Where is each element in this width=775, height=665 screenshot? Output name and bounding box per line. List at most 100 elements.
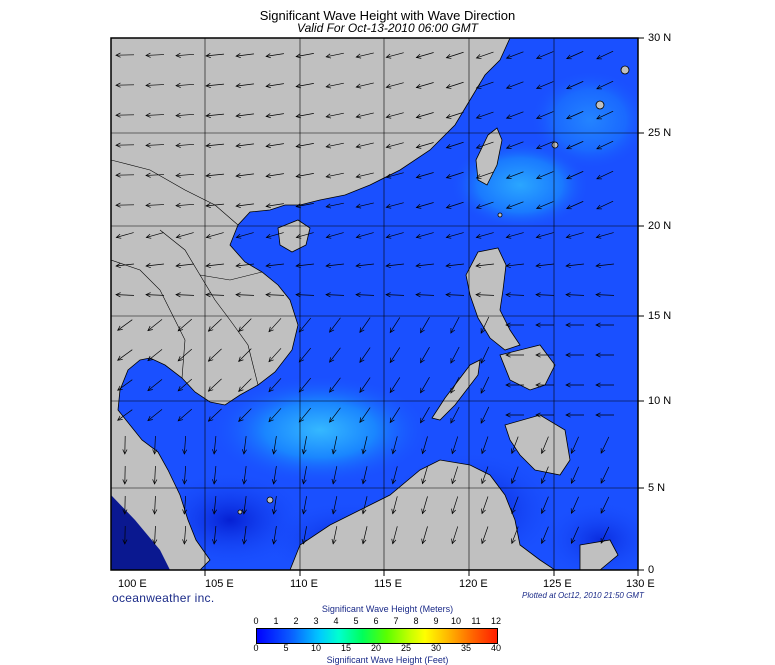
direction-arrow-head xyxy=(145,52,151,58)
direction-arrow-head xyxy=(600,448,606,454)
direction-arrow-head xyxy=(385,203,392,209)
direction-arrow xyxy=(268,348,282,362)
direction-arrow-head xyxy=(145,82,151,88)
direction-arrow-head xyxy=(355,53,362,59)
direction-arrow-head xyxy=(329,387,335,393)
direction-arrow xyxy=(536,141,554,149)
colorbar-feet-tick: 40 xyxy=(490,643,501,653)
direction-arrow-head xyxy=(480,328,486,334)
direction-arrow-head xyxy=(325,292,331,298)
direction-arrow xyxy=(415,294,435,296)
direction-arrow-head xyxy=(301,508,307,515)
direction-arrow xyxy=(145,84,165,86)
direction-arrow xyxy=(326,263,344,267)
direction-arrow-head xyxy=(241,509,247,515)
direction-arrow xyxy=(566,232,584,238)
direction-arrow xyxy=(386,52,404,58)
direction-arrow-head xyxy=(295,233,302,239)
direction-arrow xyxy=(536,263,554,267)
direction-arrow-head xyxy=(177,386,184,392)
direction-arrow xyxy=(356,232,374,238)
colorbar-feet-tick: 35 xyxy=(460,643,471,653)
direction-arrow xyxy=(117,319,133,331)
colorbar-meters-tick: 4 xyxy=(333,616,339,626)
direction-arrow xyxy=(329,317,341,333)
direction-arrow-head xyxy=(175,52,181,58)
direction-arrow-head xyxy=(295,83,302,89)
direction-arrow-head xyxy=(271,509,277,515)
direction-arrow xyxy=(236,83,254,87)
direction-arrow xyxy=(480,406,490,424)
direction-arrow-head xyxy=(235,83,241,89)
direction-arrow xyxy=(446,171,464,179)
colorbar-meters-tick: 0 xyxy=(253,616,259,626)
direction-arrow-head xyxy=(235,292,241,298)
lat-label-30: 30 N xyxy=(648,32,672,44)
lon-label-110: 110 E xyxy=(290,578,318,590)
direction-arrow-head xyxy=(481,538,486,545)
direction-arrow-head xyxy=(450,387,456,394)
direction-arrow-head xyxy=(391,538,397,545)
direction-arrow-head xyxy=(385,53,392,59)
direction-arrow xyxy=(481,526,489,544)
direction-arrow xyxy=(541,466,549,484)
direction-arrow-head xyxy=(175,142,181,148)
direction-arrow xyxy=(236,203,254,207)
direction-arrow-head xyxy=(415,233,422,239)
direction-arrow xyxy=(422,436,428,454)
direction-arrow-head xyxy=(565,322,571,328)
direction-arrow-head xyxy=(145,112,151,118)
direction-arrow-head xyxy=(570,448,576,454)
direction-arrow-head xyxy=(595,412,601,418)
direction-arrow xyxy=(183,435,187,455)
direction-arrow xyxy=(326,112,344,118)
direction-arrow xyxy=(243,526,247,544)
direction-arrow-head xyxy=(207,356,214,362)
direction-arrow-head xyxy=(295,143,302,149)
direction-arrow-head xyxy=(475,263,481,269)
direction-arrow-head xyxy=(115,82,121,88)
direction-arrow xyxy=(386,232,404,238)
direction-arrow xyxy=(145,54,165,56)
direction-arrow-head xyxy=(147,385,153,392)
direction-arrow-head xyxy=(570,508,576,514)
direction-arrow xyxy=(600,436,610,454)
direction-arrow xyxy=(566,51,584,59)
direction-arrow-head xyxy=(445,263,451,269)
direction-arrow-head xyxy=(511,448,516,455)
direction-arrow xyxy=(303,466,307,484)
direction-arrow-head xyxy=(325,53,332,59)
direction-arrow xyxy=(154,525,156,545)
direction-arrow xyxy=(385,294,405,296)
lon-label-100: 100 E xyxy=(118,578,147,590)
direction-arrow-head xyxy=(295,113,302,119)
direction-arrow-head xyxy=(205,52,211,58)
direction-arrow xyxy=(243,466,247,484)
direction-arrow-head xyxy=(535,382,541,388)
colorbar-feet-tick: 25 xyxy=(400,643,411,653)
direction-arrow xyxy=(236,173,254,177)
direction-arrow-head xyxy=(359,387,365,394)
colorbar-feet-title: Significant Wave Height (Feet) xyxy=(326,655,449,665)
direction-arrow xyxy=(450,316,460,334)
direction-arrow xyxy=(596,170,614,180)
direction-arrow xyxy=(206,232,224,238)
direction-arrow-head xyxy=(325,113,332,119)
direction-arrow xyxy=(356,52,374,58)
direction-arrow-head xyxy=(415,53,422,59)
direction-arrow xyxy=(536,51,554,59)
direction-arrow xyxy=(266,203,284,207)
direction-arrow xyxy=(416,202,434,208)
direction-arrow xyxy=(296,113,314,117)
direction-arrow-head xyxy=(511,538,516,545)
direction-arrow xyxy=(541,496,549,514)
direction-arrow-head xyxy=(212,449,218,455)
direction-arrow xyxy=(506,111,524,119)
direction-arrow xyxy=(422,496,428,514)
direction-arrow-head xyxy=(445,144,452,149)
direction-arrow-head xyxy=(445,174,452,179)
direction-arrow xyxy=(596,50,614,60)
colorbar-feet-tick: 5 xyxy=(283,643,289,653)
direction-arrow xyxy=(511,436,519,454)
colorbar-feet-tick: 0 xyxy=(253,643,259,653)
